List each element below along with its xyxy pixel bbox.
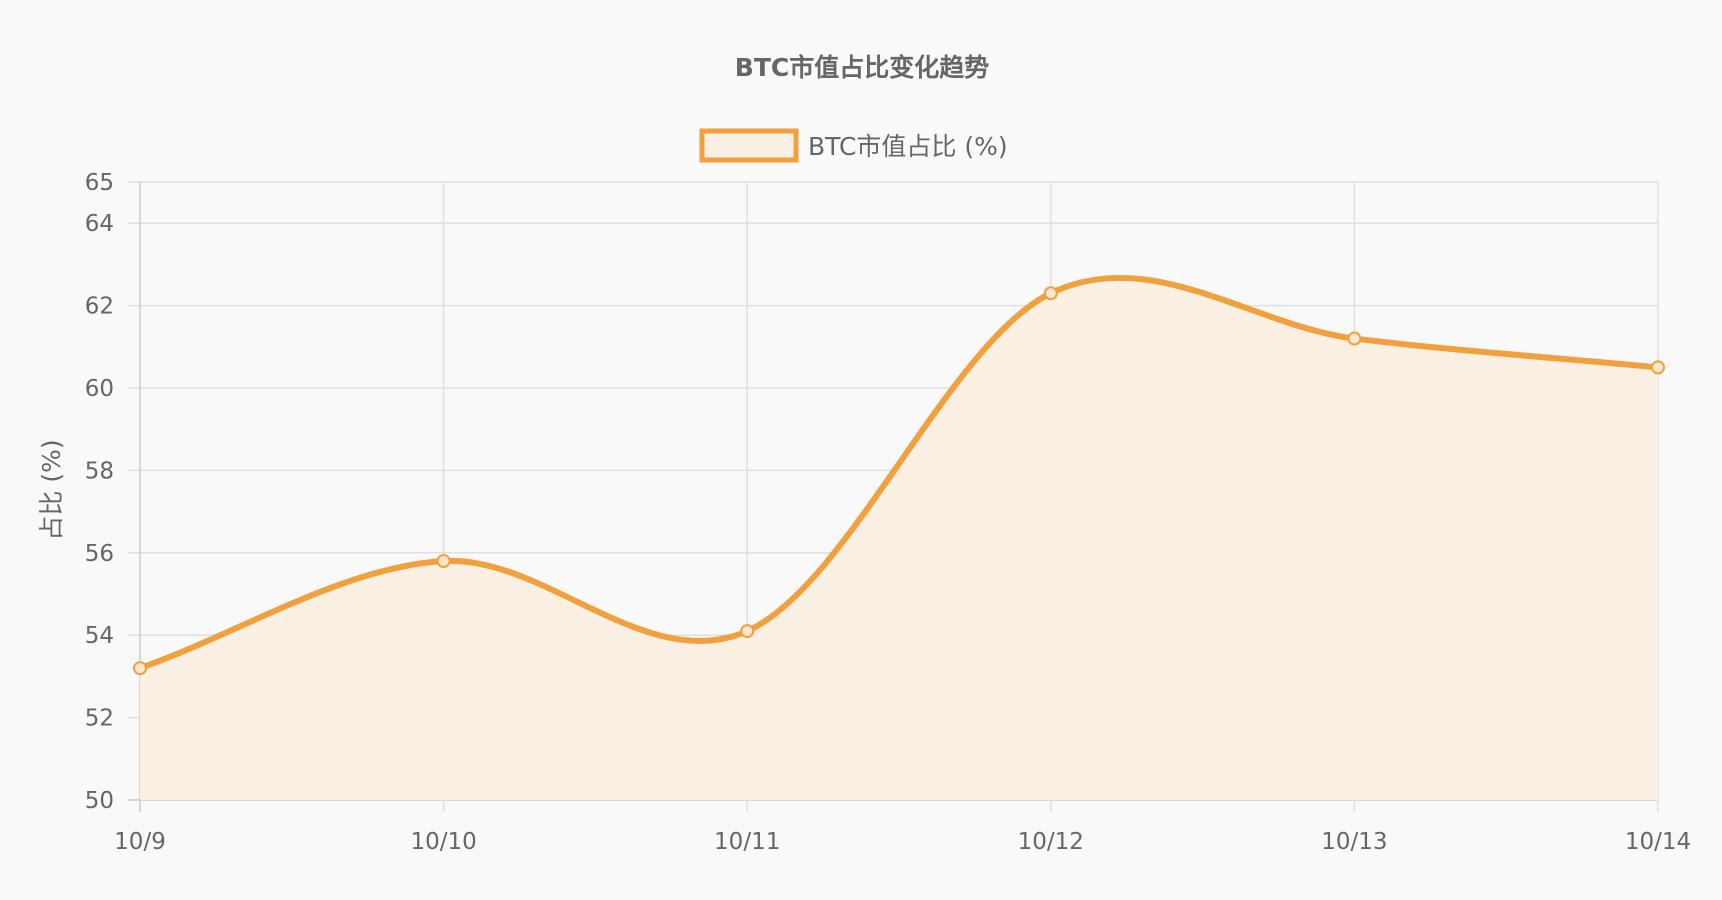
- y-tick-label: 50: [85, 788, 114, 814]
- series-line: [137, 274, 1661, 672]
- x-tick-label: 10/13: [1321, 829, 1387, 855]
- series-line-path: [137, 274, 1661, 672]
- x-tick-label: 10/10: [410, 829, 476, 855]
- y-tick-label: 62: [85, 294, 114, 320]
- data-points: [133, 286, 1665, 676]
- y-tick-label: 52: [85, 706, 114, 732]
- x-tick-label: 10/12: [1018, 829, 1084, 855]
- y-axis-ticks: 50 52 54 56 58 60 62 64 65: [85, 170, 114, 814]
- legend-label: BTC市值占比 (%): [808, 132, 1008, 161]
- data-point[interactable]: [436, 554, 451, 569]
- chart-title: BTC市值占比变化趋势: [735, 53, 989, 82]
- data-point[interactable]: [133, 661, 147, 676]
- y-tick-label: 58: [85, 458, 114, 484]
- x-axis-ticks: 10/9 10/10 10/11 10/12 10/13 10/14: [114, 829, 1691, 855]
- y-tick-label: 65: [85, 170, 114, 196]
- y-tick-label: 60: [85, 376, 114, 402]
- data-point[interactable]: [1043, 286, 1058, 301]
- y-axis-label: 占比 (%): [37, 439, 66, 540]
- data-point[interactable]: [1347, 331, 1362, 346]
- data-point[interactable]: [1651, 360, 1665, 375]
- legend-swatch: [699, 128, 799, 163]
- y-tick-label: 54: [85, 623, 114, 649]
- y-tick-label: 56: [85, 541, 114, 567]
- data-point[interactable]: [740, 624, 755, 639]
- x-tick-label: 10/9: [114, 829, 166, 855]
- series-area: [140, 277, 1658, 800]
- legend[interactable]: BTC市值占比 (%): [699, 128, 1008, 163]
- y-tick-label: 64: [85, 211, 114, 237]
- area-fill: [140, 277, 1658, 800]
- x-tick-label: 10/11: [714, 829, 780, 855]
- x-tick-label: 10/14: [1625, 829, 1691, 855]
